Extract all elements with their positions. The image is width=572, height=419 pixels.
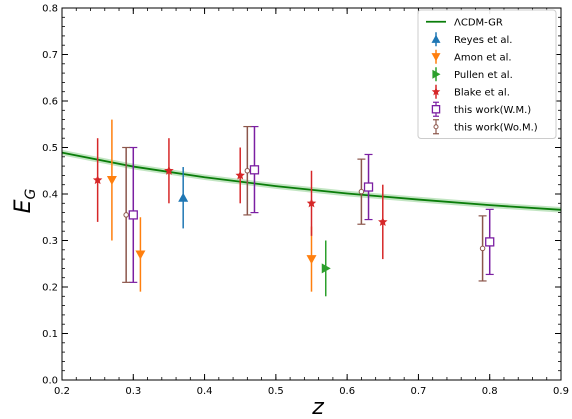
x-tick-label: 0.2 xyxy=(54,386,70,397)
y-axis-label-main: E xyxy=(11,199,36,213)
marker-triangle-up xyxy=(178,192,189,202)
series-triangle-up xyxy=(178,167,189,229)
legend-label: Reyes et al. xyxy=(454,35,512,46)
data-point xyxy=(363,153,374,221)
y-tick-label: 0.5 xyxy=(42,143,58,154)
data-point xyxy=(106,119,117,241)
marker-circle xyxy=(479,245,486,252)
legend-entry: Reyes et al. xyxy=(431,32,512,47)
legend-label: ΛCDM-GR xyxy=(454,17,503,28)
marker-square xyxy=(249,165,260,175)
legend-entry: this work(Wo.M.) xyxy=(433,119,538,135)
series-triangle-right xyxy=(321,240,331,297)
x-tick-label: 0.9 xyxy=(553,386,569,397)
y-axis-label: EG xyxy=(11,188,39,213)
marker-circle xyxy=(123,212,129,218)
y-tick-labels: 0.0 0.1 0.2 0.3 0.4 0.5 0.6 0.7 0.8 xyxy=(42,4,58,387)
x-tick-label: 0.6 xyxy=(339,386,355,397)
x-tick-label: 0.5 xyxy=(268,386,284,397)
data-point xyxy=(122,146,131,283)
marker-triangle-down xyxy=(135,250,146,260)
legend-label: Blake et al. xyxy=(454,87,510,98)
data-point xyxy=(243,125,252,216)
legend-entry: Amon et al. xyxy=(431,49,512,64)
x-tick-label: 0.7 xyxy=(410,386,426,397)
marker-square xyxy=(431,105,441,114)
data-point xyxy=(357,158,366,225)
series-circle-open xyxy=(122,125,487,283)
marker-circle xyxy=(433,124,439,130)
data-point xyxy=(478,215,487,282)
data-point xyxy=(306,226,317,292)
series-triangle-down xyxy=(106,119,317,292)
data-point xyxy=(164,138,174,204)
marker-star xyxy=(431,87,441,96)
legend-entry: this work(W.M.) xyxy=(431,101,531,117)
marker-circle xyxy=(358,188,365,195)
legend: ΛCDM-GR Reyes et al. Amon et al. Pullen et … xyxy=(417,9,557,139)
marker-square xyxy=(363,182,374,192)
y-tick-label: 0.3 xyxy=(42,236,58,247)
data-point xyxy=(306,170,317,236)
data-point xyxy=(321,240,331,297)
marker-star xyxy=(92,175,103,185)
data-point xyxy=(135,217,146,292)
legend-entry: Pullen et al. xyxy=(432,67,513,82)
data-points-layer xyxy=(92,119,495,297)
data-point xyxy=(92,138,103,222)
legend-label: this work(W.M.) xyxy=(454,105,531,116)
y-tick-label: 0.7 xyxy=(42,50,58,61)
marker-star xyxy=(164,165,174,175)
x-axis-label: z xyxy=(311,395,324,419)
data-point xyxy=(485,208,495,276)
marker-star xyxy=(378,216,388,226)
x-tick-label: 0.8 xyxy=(482,386,498,397)
marker-triangle-down xyxy=(431,53,441,62)
data-point xyxy=(235,147,245,204)
plot-area xyxy=(61,7,562,381)
y-tick-label: 0.1 xyxy=(42,329,58,340)
y-tick-label: 0.6 xyxy=(42,97,58,108)
x-tick-label: 0.3 xyxy=(125,386,141,397)
marker-square xyxy=(128,210,138,220)
y-axis-label-subscript: G xyxy=(23,188,39,199)
data-point xyxy=(128,146,138,283)
y-tick-label: 0.2 xyxy=(42,283,58,294)
legend-label: Amon et al. xyxy=(454,52,512,63)
series-square-open xyxy=(128,125,495,283)
marker-star xyxy=(235,170,245,180)
plot-frame xyxy=(61,7,562,381)
marker-triangle-right xyxy=(321,263,331,274)
x-tick-labels: 0.2 0.3 0.4 0.5 0.6 0.7 0.8 0.9 xyxy=(54,386,569,397)
marker-circle xyxy=(244,168,251,174)
legend-entry: Blake et al. xyxy=(431,84,510,99)
data-point xyxy=(378,184,388,260)
y-tick-label: 0.4 xyxy=(42,190,58,201)
y-tick-label: 0.0 xyxy=(42,376,58,387)
marker-triangle-down xyxy=(306,255,317,265)
marker-triangle-right xyxy=(432,69,441,79)
data-point xyxy=(249,125,260,214)
marker-star xyxy=(306,198,317,208)
legend-label: Pullen et al. xyxy=(454,70,513,81)
marker-square xyxy=(485,237,495,247)
y-tick-label: 0.8 xyxy=(42,4,58,15)
marker-triangle-up xyxy=(431,34,441,43)
legend-label: this work(Wo.M.) xyxy=(454,122,538,133)
series-star xyxy=(92,138,388,260)
x-tick-label: 0.4 xyxy=(197,386,213,397)
marker-triangle-down xyxy=(106,176,117,186)
legend-box xyxy=(417,9,557,139)
data-point xyxy=(178,167,189,229)
